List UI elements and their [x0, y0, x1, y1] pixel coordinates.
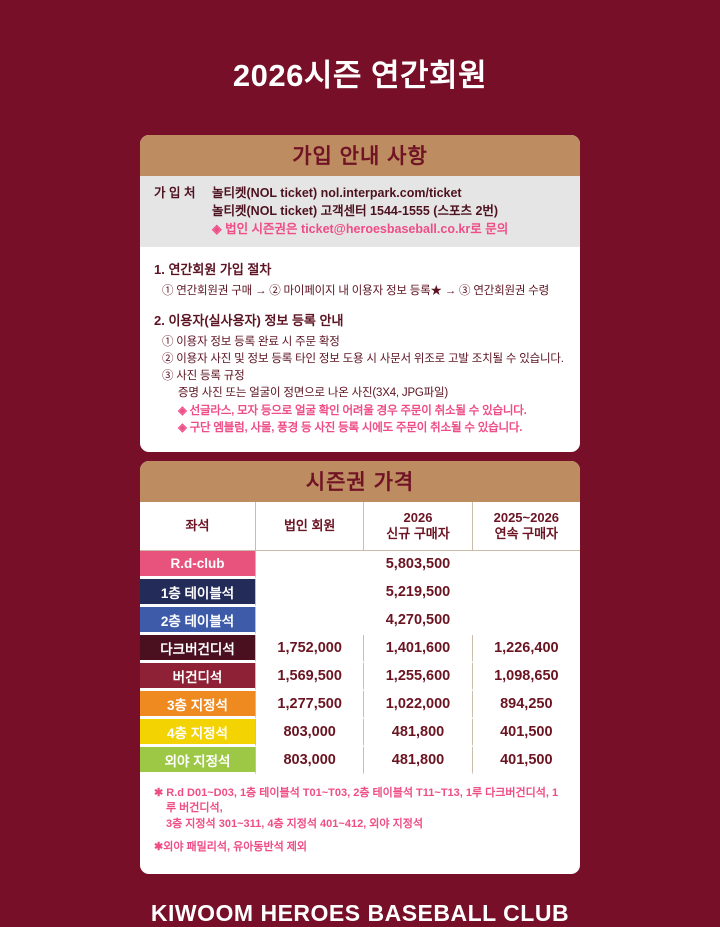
section-heading: 2. 이용자(실사용자) 정보 등록 안내	[154, 313, 344, 328]
section-line: ② 이용자 사진 및 정보 등록 타인 정보 도용 시 사문서 위조로 고발 조…	[162, 352, 564, 365]
section-line: ① 이용자 정보 등록 완료 시 주문 확정	[162, 335, 340, 348]
price-cell: 803,000	[255, 747, 364, 775]
price-banner-title: 시즌권 가격	[305, 471, 415, 494]
price-table: 좌석 법인 회원 2026 신규 구매자 2025~2026 연속 구매자 R.d-clu…	[140, 502, 580, 775]
price-cell: 1,098,650	[471, 663, 580, 691]
section-line: ◈ 구단 엠블럼, 사물, 풍경 등 사진 등록 시에도 주문이 취소될 수 있…	[178, 421, 523, 434]
price-cell-merged: 4,270,500	[255, 607, 580, 635]
price-cell: 481,800	[363, 719, 472, 747]
column-header: 2025~2026 연속 구매자	[471, 502, 580, 551]
price-cell: 1,022,000	[363, 691, 472, 719]
contact-line-ticket-site: 놀티켓(NOL ticket) nol.interpark.com/ticket	[212, 186, 462, 200]
signup-section: 2. 이용자(실사용자) 정보 등록 안내 ① 이용자 정보 등록 완료 시 주문…	[154, 311, 566, 437]
price-card-banner: 시즌권 가격	[140, 461, 580, 502]
price-cell: 1,226,400	[471, 635, 580, 663]
table-row: 외야 지정석 803,000 481,800 401,500	[140, 747, 580, 775]
table-row: 3층 지정석 1,277,500 1,022,000 894,250	[140, 691, 580, 719]
price-card: 시즌권 가격 좌석 법인 회원 2026 신규 구매자 2025~2026 연속 구매자 …	[140, 461, 580, 874]
section-line: ◈ 선글라스, 모자 등으로 얼굴 확인 어려울 경우 주문이 취소될 수 있습…	[178, 404, 527, 417]
signup-banner-title: 가입 안내 사항	[292, 145, 428, 168]
footnote: ✱외야 패밀리석, 유아동반석 제외	[154, 841, 308, 854]
price-cell: 481,800	[363, 747, 472, 775]
table-row: 버건디석 1,569,500 1,255,600 1,098,650	[140, 663, 580, 691]
section-line: ③ 사진 등록 규정	[162, 370, 245, 382]
signup-card-banner: 가입 안내 사항	[140, 135, 580, 176]
section-line: 증명 사진 또는 얼굴이 정면으로 나온 사진(3X4, JPG파일)	[178, 387, 449, 400]
table-header-row: 좌석 법인 회원 2026 신규 구매자 2025~2026 연속 구매자	[140, 502, 580, 551]
table-row: R.d-club 5,803,500	[140, 551, 580, 579]
table-row: 1층 테이블석 5,219,500	[140, 579, 580, 607]
seat-label: 4층 지정석	[140, 719, 255, 747]
price-cell: 1,569,500	[255, 663, 364, 691]
contact-corporate-note: ◈ 법인 시즌권은 ticket@heroesbaseball.co.kr로 문…	[212, 221, 509, 236]
price-table-header: 좌석 법인 회원 2026 신규 구매자 2025~2026 연속 구매자	[140, 502, 580, 551]
seat-label: R.d-club	[140, 551, 255, 579]
price-cell: 1,277,500	[255, 691, 364, 719]
seat-label: 버건디석	[140, 663, 255, 691]
price-cell: 1,255,600	[363, 663, 472, 691]
contact-label: 가 입 처	[154, 186, 196, 200]
price-table-body: R.d-club 5,803,500 1층 테이블석 5,219,500 2층 테이블석…	[140, 551, 580, 775]
page-title: 2026시즌 연간회원	[232, 58, 488, 93]
signup-info-card: 가입 안내 사항 가 입 처 놀티켓(NOL ticket) nol.inter…	[140, 135, 580, 452]
column-header: 2026 신규 구매자	[363, 502, 472, 551]
price-cell: 1,401,600	[363, 635, 472, 663]
price-cell: 401,500	[471, 747, 580, 775]
signup-sections: 1. 연간회원 가입 절차 ① 연간회원권 구매 → ② 마이페이지 내 이용자 …	[140, 247, 580, 452]
section-line: ① 연간회원권 구매 → ② 마이페이지 내 이용자 정보 등록★ → ③ 연간…	[162, 284, 549, 297]
poster: 2026시즌 연간회원 가입 안내 사항 가 입 처 놀티켓(NOL ticke…	[0, 50, 720, 927]
table-row: 2층 테이블석 4,270,500	[140, 607, 580, 635]
seat-label: 3층 지정석	[140, 691, 255, 719]
column-header: 법인 회원	[255, 502, 364, 551]
seat-label: 2층 테이블석	[140, 607, 255, 635]
footnote: ✱ R.d D01~D03, 1층 테이블석 T01~T03, 2층 테이블석 …	[154, 787, 559, 830]
table-row: 4층 지정석 803,000 481,800 401,500	[140, 719, 580, 747]
price-cell: 401,500	[471, 719, 580, 747]
price-cell: 803,000	[255, 719, 364, 747]
seat-label: 다크버건디석	[140, 635, 255, 663]
price-cell-merged: 5,803,500	[255, 551, 580, 579]
seat-label: 외야 지정석	[140, 747, 255, 775]
section-heading: 1. 연간회원 가입 절차	[154, 262, 272, 278]
club-name: KIWOOM HEROES BASEBALL CLUB	[150, 899, 570, 926]
price-cell: 1,752,000	[255, 635, 364, 663]
price-cell-merged: 5,219,500	[255, 579, 580, 607]
column-header: 좌석	[140, 502, 255, 551]
seat-label: 1층 테이블석	[140, 579, 255, 607]
price-cell: 894,250	[471, 691, 580, 719]
contact-line-callcenter: 놀티켓(NOL ticket) 고객센터 1544-1555 (스포츠 2번)	[212, 203, 499, 218]
price-footnotes: ✱ R.d D01~D03, 1층 테이블석 T01~T03, 2층 테이블석 …	[140, 775, 580, 874]
signup-section: 1. 연간회원 가입 절차 ① 연간회원권 구매 → ② 마이페이지 내 이용자 …	[154, 260, 566, 300]
contact-info: 가 입 처 놀티켓(NOL ticket) nol.interpark.com/…	[140, 176, 580, 248]
table-row: 다크버건디석 1,752,000 1,401,600 1,226,400	[140, 635, 580, 663]
contact-lines: 놀티켓(NOL ticket) nol.interpark.com/ticket…	[212, 185, 508, 238]
